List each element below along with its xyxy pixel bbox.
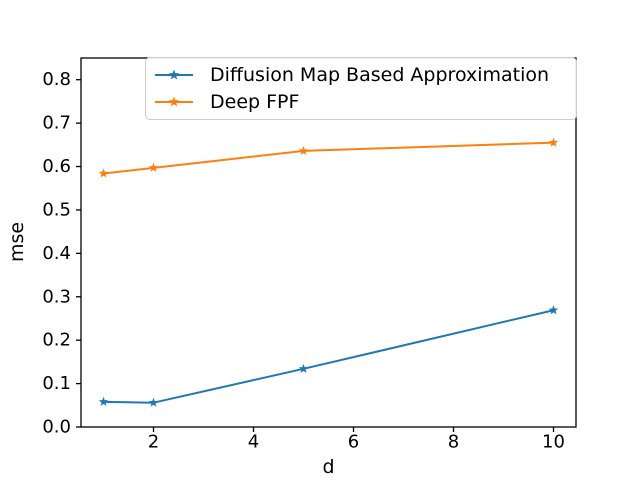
legend-entry-deep-fpf: Deep FPF	[146, 91, 576, 113]
data-point-marker	[98, 396, 109, 406]
legend-entry-diffusion-map: Diffusion Map Based Approximation	[146, 64, 576, 86]
y-tick-label: 0.1	[42, 373, 71, 394]
y-tick-label: 0.2	[42, 330, 71, 351]
y-tick-label: 0.4	[42, 243, 71, 264]
legend-label-diffusion-map: Diffusion Map Based Approximation	[210, 63, 550, 86]
y-tick-label: 0.3	[42, 286, 71, 307]
legend-star-marker	[168, 96, 180, 107]
data-point-marker	[298, 363, 309, 373]
data-point-marker	[548, 305, 559, 315]
legend: Diffusion Map Based Approximation Deep F…	[145, 57, 577, 120]
x-tick-label: 4	[248, 432, 259, 453]
x-tick-label: 6	[348, 432, 359, 453]
data-point-marker	[98, 168, 109, 178]
x-tick-label: 2	[148, 432, 159, 453]
data-point-marker	[148, 162, 159, 172]
series-line	[103, 309, 554, 404]
y-tick-label: 0.8	[42, 69, 71, 90]
legend-label-deep-fpf: Deep FPF	[210, 91, 300, 114]
legend-line-star-icon	[155, 96, 193, 107]
y-tick-label: 0.7	[42, 113, 71, 134]
x-tick-label: 8	[448, 432, 459, 453]
y-tick-label: 0.6	[42, 156, 71, 177]
data-point-marker	[148, 397, 159, 407]
data-point-marker	[298, 145, 309, 155]
x-axis-label: d	[322, 456, 335, 478]
y-axis-label: mse	[6, 221, 28, 263]
x-tick-label: 10	[542, 432, 565, 453]
y-tick-label: 0.0	[42, 417, 71, 438]
data-point-marker	[548, 137, 559, 147]
y-tick-label: 0.5	[42, 199, 71, 220]
series-line	[103, 141, 554, 175]
legend-line-star-icon	[155, 69, 193, 80]
legend-star-marker	[168, 69, 180, 80]
